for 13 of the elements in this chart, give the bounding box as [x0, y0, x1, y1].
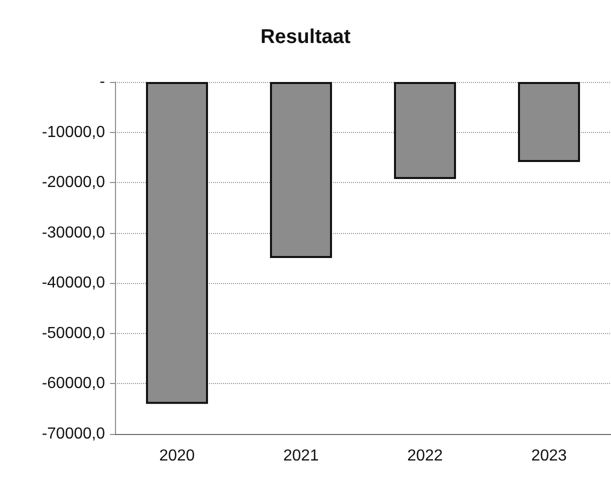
y-tick-label: -20000,0 [42, 174, 106, 192]
y-tick-label: -70000,0 [42, 426, 106, 442]
chart-title: Resultaat [260, 26, 351, 48]
y-tick-label: -60000,0 [42, 375, 106, 392]
y-tick-label: -50000,0 [42, 324, 106, 342]
y-tick-label: -40000,0 [42, 274, 106, 292]
y-tick-label: -10000,0 [42, 124, 106, 141]
x-tick-label: 2022 [407, 448, 443, 464]
x-tick-label: 2020 [159, 448, 195, 464]
x-tick-label: 2021 [283, 448, 319, 464]
y-tick-label: - [100, 74, 105, 90]
y-tick-label: -30000,0 [42, 224, 106, 242]
x-tick-label: 2023 [531, 448, 567, 464]
